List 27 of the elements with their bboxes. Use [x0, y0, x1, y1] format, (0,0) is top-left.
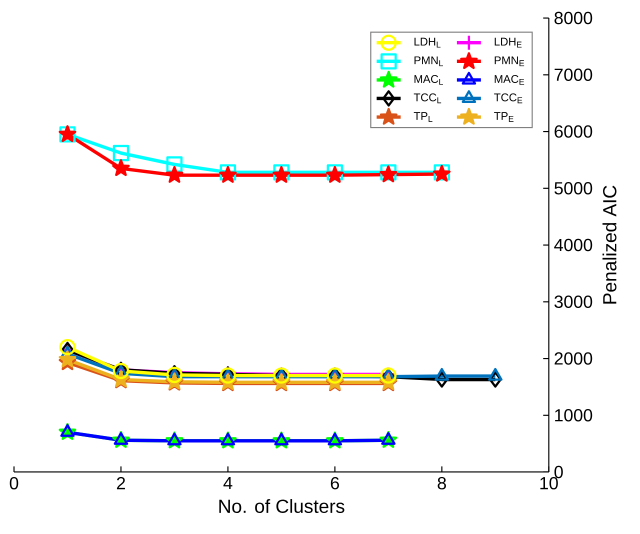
- y-tick-label: 4000: [554, 238, 592, 252]
- y-tick-label: 0: [554, 466, 563, 478]
- legend-label: LDH$_{E}$: [494, 38, 522, 48]
- x-tick-label: 8: [438, 476, 446, 490]
- legend-label: PMN$_{E}$: [494, 56, 524, 66]
- legend-label: TP$_{E}$: [494, 112, 514, 122]
- legend-label: TCC$_{E}$: [494, 93, 522, 104]
- x-tick-label: 0: [10, 476, 18, 490]
- x-tick-label: 2: [116, 476, 125, 490]
- legend-label: MAC$_{L}$: [414, 75, 443, 85]
- y-tick-label: 3000: [554, 296, 592, 308]
- y-tick-label: 8000: [554, 12, 592, 24]
- y-tick-label: 7000: [554, 68, 592, 81]
- y-tick-label: 6000: [554, 125, 592, 138]
- legend-label: PMN$_{L}$: [414, 56, 443, 66]
- y-tick-label: 1000: [555, 409, 592, 422]
- y-tick-label: 5000: [554, 182, 592, 194]
- x-tick-label: 6: [330, 476, 339, 490]
- y-tick-label: 2000: [554, 352, 592, 365]
- legend-label: TCC$_{L}$: [414, 93, 442, 104]
- x-tick-label: 10: [540, 476, 558, 490]
- y-axis-title: Penalized AIC: [602, 186, 616, 304]
- legend-label: TP$_{L}$: [414, 112, 432, 122]
- legend-label: MAC$_{E}$: [494, 75, 524, 85]
- legend-label: LDH$_{L}$: [414, 38, 441, 48]
- x-tick-label: 4: [223, 476, 232, 490]
- x-axis-title: No. of Clusters: [219, 499, 344, 513]
